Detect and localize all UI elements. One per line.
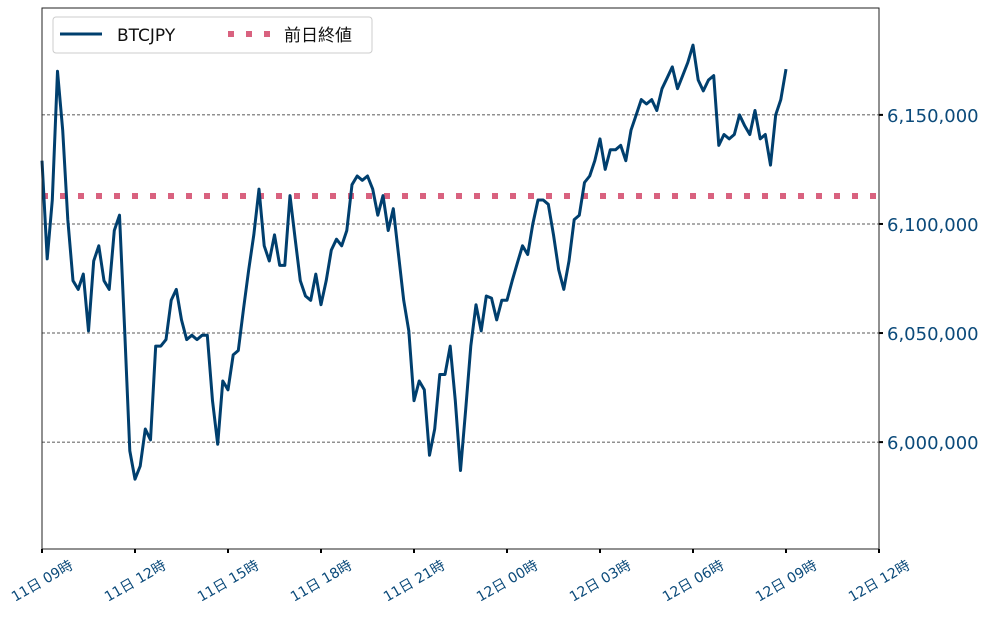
legend-btcjpy-label: BTCJPY [117,26,176,46]
btcjpy-series [42,45,786,479]
y-tick-label: 6,100,000 [887,215,979,236]
y-tick-label: 6,150,000 [887,106,979,127]
x-tick-label: 11日 09時 [9,558,76,606]
legend: BTCJPY 前日終値 [53,17,372,53]
x-tick-label: 12日 06時 [660,558,727,606]
btcjpy-line [42,45,786,479]
y-tick-label: 6,000,000 [887,433,979,454]
y-tick-label: 6,050,000 [887,324,979,345]
x-tick-label: 11日 18時 [288,558,355,606]
x-tick-label: 12日 03時 [567,558,634,606]
x-tick-label: 11日 15時 [195,558,262,606]
legend-previous-close-label: 前日終値 [284,26,352,46]
y-axis: 6,000,000 6,050,000 6,100,000 6,150,000 [879,106,979,454]
x-tick-label: 12日 09時 [753,558,820,606]
x-tick-label: 11日 12時 [102,558,169,606]
x-axis: 11日 09時 11日 12時 11日 15時 11日 18時 11日 21時 12日 0… [9,549,913,606]
x-tick-label: 12日 00時 [474,558,541,606]
x-tick-label: 12日 12時 [846,558,913,606]
grid-lines [42,115,879,442]
x-tick-label: 11日 21時 [381,558,448,606]
